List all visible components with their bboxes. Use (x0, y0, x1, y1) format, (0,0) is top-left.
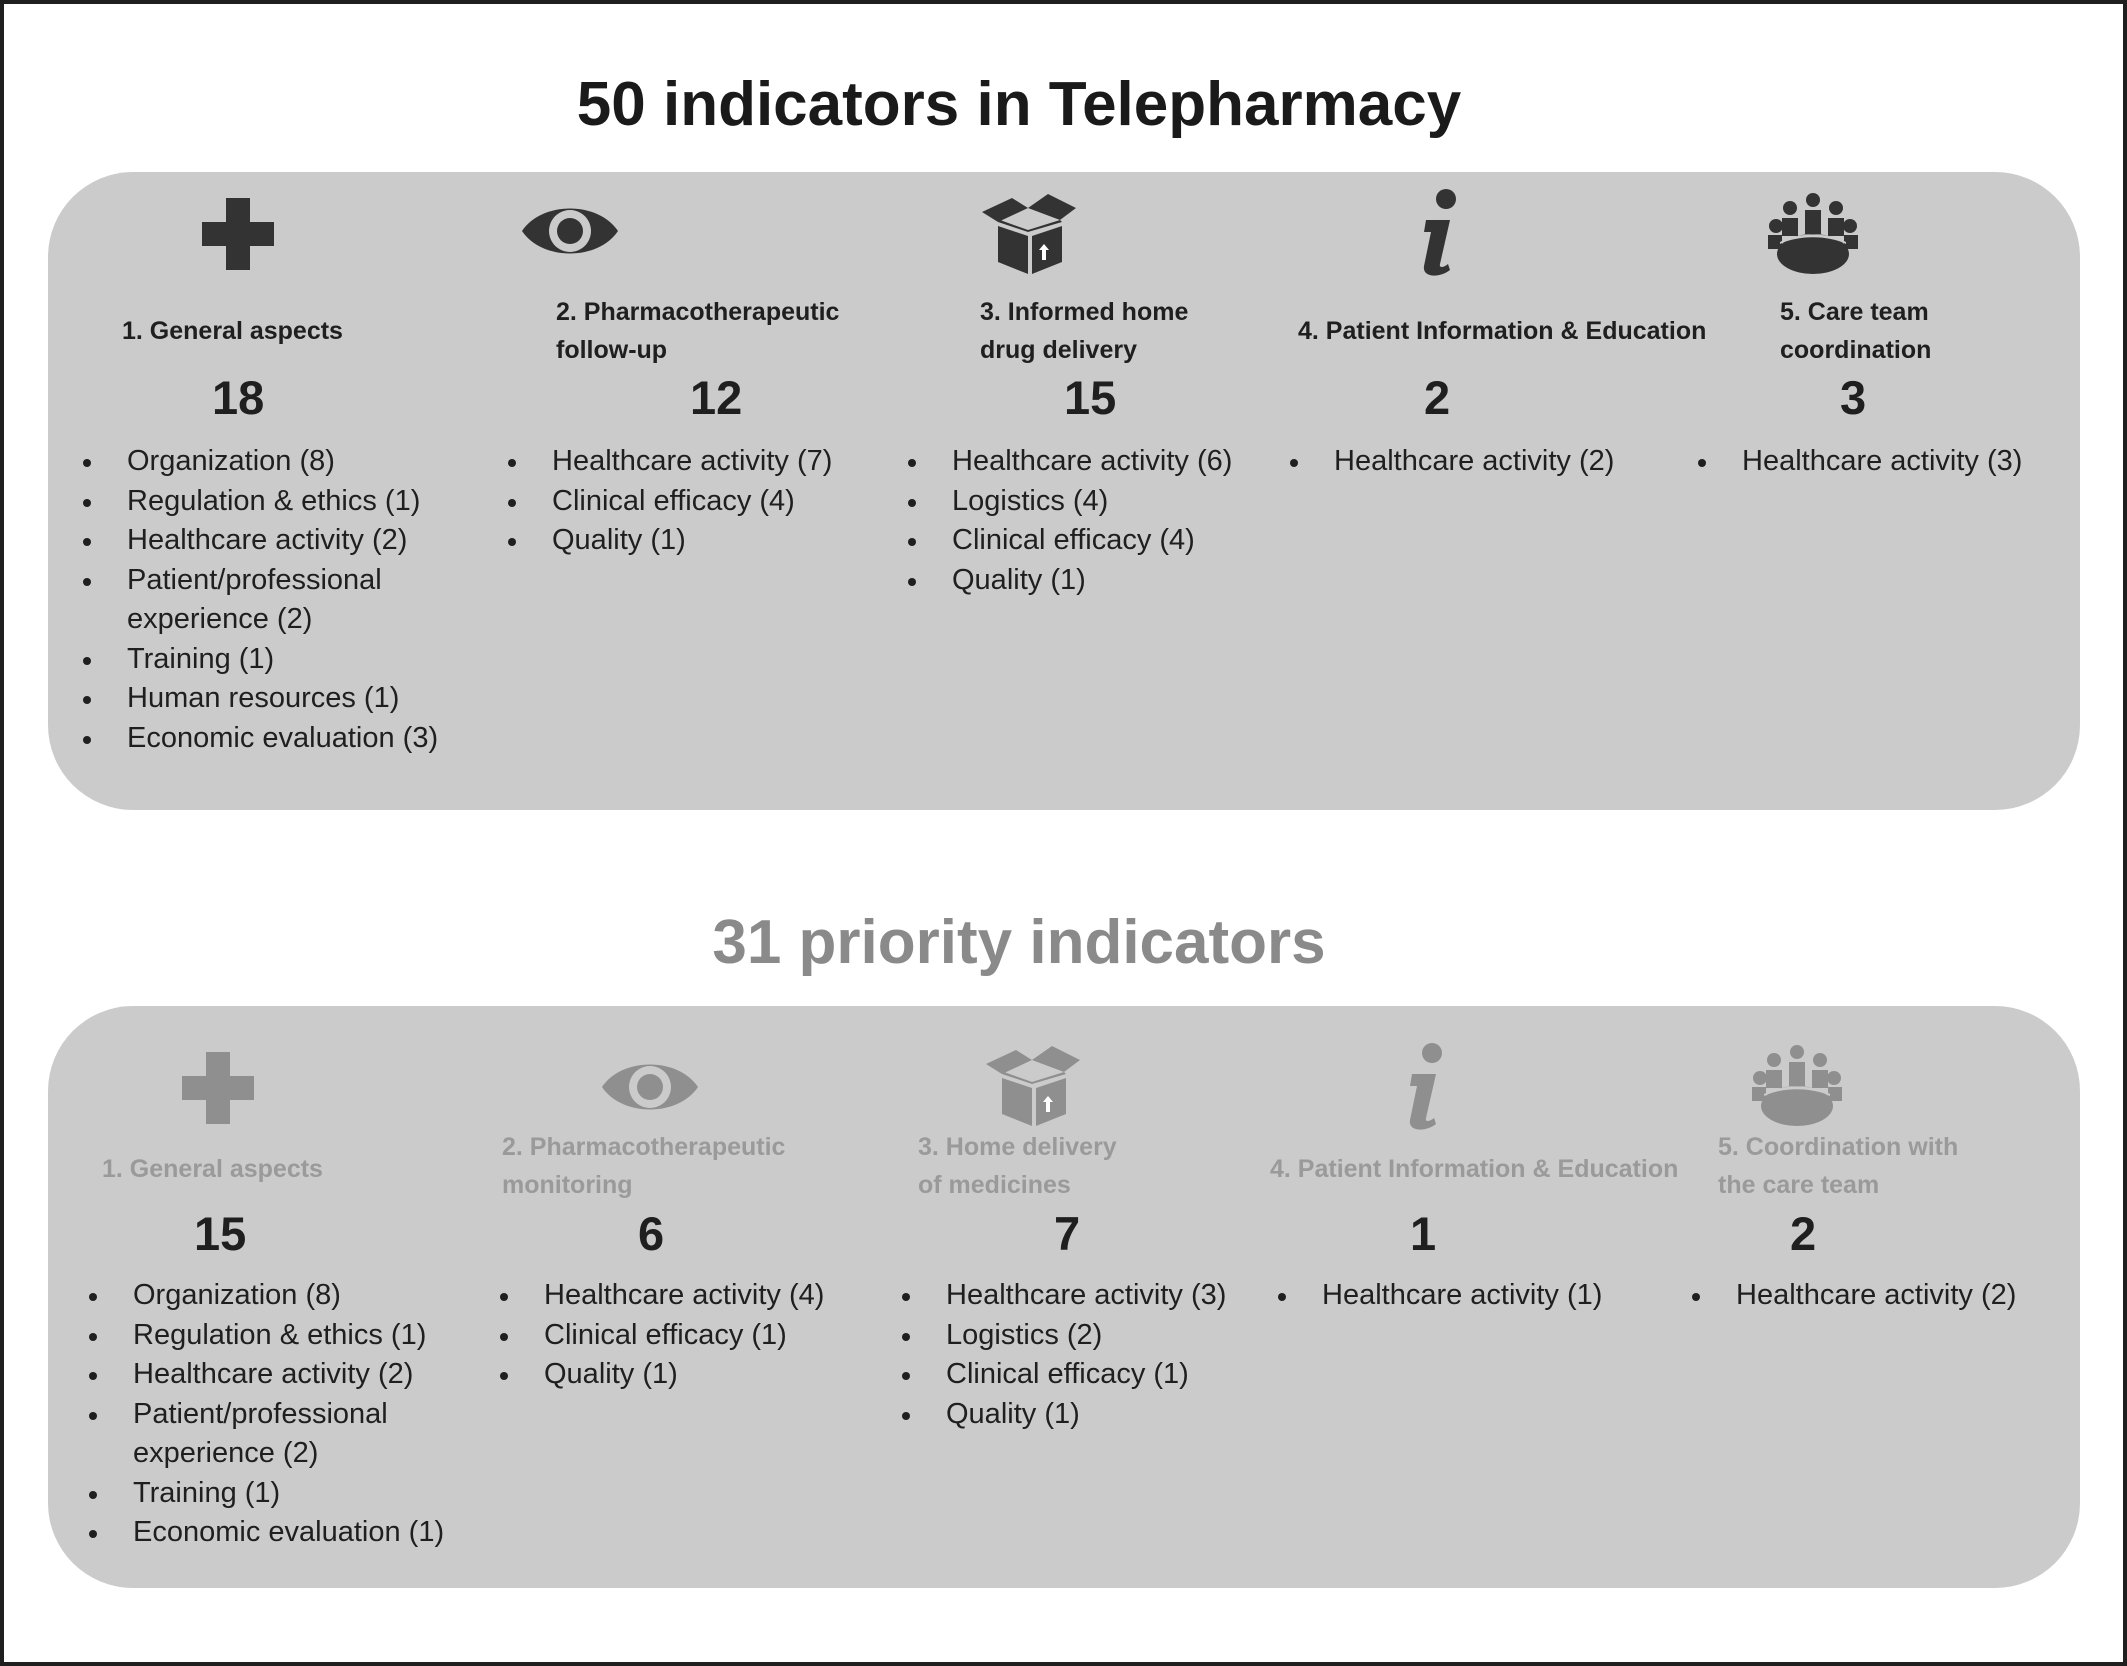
list-item: Organization (8) (83, 442, 483, 482)
list-item: Quality (1) (508, 521, 868, 561)
top-list-care-team: Healthcare activity (3) (1698, 442, 2078, 482)
bottom-column-care-team: 5. Coordination with the care team 2 Hea… (1668, 1006, 2078, 1588)
top-heading-patient-information: 4. Patient Information & Education (1298, 317, 1707, 345)
list-item: Patient/professional experience (2) (89, 1395, 423, 1474)
list-item: Regulation & ethics (1) (83, 482, 483, 522)
bottom-section-title: 31 priority indicators (712, 908, 1326, 977)
list-item: Training (1) (83, 640, 483, 680)
list-item: Healthcare activity (6) (908, 442, 1248, 482)
bottom-list-pharmacotherapeutic: Healthcare activity (4) Clinical efficac… (500, 1276, 860, 1395)
bottom-count-pharmacotherapeutic: 6 (638, 1207, 665, 1260)
list-item: Healthcare activity (2) (1692, 1276, 2072, 1316)
priority-indicators-panel: 1. General aspects 15 Organization (8) R… (48, 1006, 2080, 1588)
bottom-list-patient-information: Healthcare activity (1) (1278, 1276, 1658, 1316)
bottom-heading-care-team: 5. Coordination with the care team (1718, 1133, 1959, 1199)
information-icon (1409, 1043, 1442, 1130)
top-count-general-aspects: 18 (212, 371, 265, 424)
list-item: Healthcare activity (2) (89, 1355, 489, 1395)
team-meeting-icon (1752, 1045, 1842, 1126)
list-item: Clinical efficacy (1) (902, 1355, 1248, 1395)
list-item: Quality (1) (902, 1395, 1248, 1435)
list-item: Quality (1) (500, 1355, 860, 1395)
medical-cross-icon (182, 1052, 254, 1124)
top-list-pharmacotherapeutic: Healthcare activity (7) Clinical efficac… (508, 442, 868, 561)
list-item: Healthcare activity (4) (500, 1276, 860, 1316)
bottom-column-home-delivery: 3. Home delivery of medicines 7 Healthca… (868, 1006, 1248, 1588)
list-item: Training (1) (89, 1474, 489, 1514)
top-heading-pharmacotherapeutic: 2. Pharmacotherapeutic follow-up (556, 298, 840, 364)
top-count-care-team: 3 (1840, 371, 1867, 424)
list-item: Healthcare activity (3) (1698, 442, 2078, 482)
list-item: Organization (8) (89, 1276, 489, 1316)
list-item: Quality (1) (908, 561, 1248, 601)
list-item: Healthcare activity (7) (508, 442, 868, 482)
top-list-patient-information: Healthcare activity (2) (1290, 442, 1660, 482)
top-heading-care-team: 5. Care team coordination (1780, 298, 1932, 364)
top-column-care-team: 5. Care team coordination 3 Healthcare a… (1668, 172, 2078, 810)
list-item: Logistics (2) (902, 1316, 1248, 1356)
top-column-home-drug-delivery: 3. Informed home drug delivery 15 Health… (868, 172, 1248, 810)
list-item: Clinical efficacy (4) (508, 482, 868, 522)
bottom-heading-patient-information: 4. Patient Information & Education (1270, 1155, 1679, 1183)
list-item: Healthcare activity (2) (1290, 442, 1660, 482)
information-icon (1423, 189, 1456, 276)
bottom-column-patient-information: 4. Patient Information & Education 1 Hea… (1248, 1006, 1678, 1588)
bottom-count-general-aspects: 15 (194, 1207, 247, 1260)
eye-icon (602, 1064, 698, 1110)
bottom-heading-home-delivery: 3. Home delivery of medicines (918, 1133, 1117, 1199)
top-list-home-drug-delivery: Healthcare activity (6) Logistics (4) Cl… (908, 442, 1248, 600)
top-section-title: 50 indicators in Telepharmacy (576, 70, 1462, 139)
bottom-heading-general-aspects: 1. General aspects (102, 1155, 323, 1183)
open-box-icon (982, 194, 1076, 274)
top-column-patient-information: 4. Patient Information & Education 2 Hea… (1248, 172, 1706, 810)
list-item: Logistics (4) (908, 482, 1248, 522)
eye-icon (522, 208, 618, 254)
team-meeting-icon (1768, 193, 1858, 274)
bottom-count-care-team: 2 (1790, 1207, 1817, 1260)
bottom-column-pharmacotherapeutic: 2. Pharmacotherapeutic monitoring 6 Heal… (478, 1006, 868, 1588)
top-heading-general-aspects: 1. General aspects (122, 317, 343, 345)
list-item: Economic evaluation (1) (89, 1513, 489, 1553)
list-item: Economic evaluation (3) (83, 719, 483, 759)
list-item: Healthcare activity (2) (83, 521, 483, 561)
top-count-patient-information: 2 (1424, 371, 1451, 424)
bottom-list-care-team: Healthcare activity (2) (1692, 1276, 2072, 1316)
list-item: Healthcare activity (1) (1278, 1276, 1658, 1316)
list-item: Clinical efficacy (1) (500, 1316, 860, 1356)
list-item: Patient/professional experience (2) (83, 561, 417, 640)
bottom-list-home-delivery: Healthcare activity (3) Logistics (2) Cl… (902, 1276, 1248, 1434)
top-count-home-drug-delivery: 15 (1064, 371, 1117, 424)
bottom-list-general-aspects: Organization (8) Regulation & ethics (1)… (89, 1276, 489, 1553)
bottom-count-home-delivery: 7 (1054, 1207, 1081, 1260)
bottom-heading-pharmacotherapeutic: 2. Pharmacotherapeutic monitoring (502, 1133, 786, 1199)
bottom-column-general-aspects: 1. General aspects 15 Organization (8) R… (48, 1006, 478, 1588)
bottom-count-patient-information: 1 (1410, 1207, 1437, 1260)
top-column-general-aspects: 1. General aspects 18 Organization (8) R… (48, 172, 478, 810)
top-column-pharmacotherapeutic: 2. Pharmacotherapeutic follow-up 12 Heal… (478, 172, 868, 810)
list-item: Clinical efficacy (4) (908, 521, 1248, 561)
list-item: Human resources (1) (83, 679, 483, 719)
top-count-pharmacotherapeutic: 12 (690, 371, 743, 424)
open-box-icon (986, 1046, 1080, 1126)
list-item: Regulation & ethics (1) (89, 1316, 489, 1356)
top-heading-home-drug-delivery: 3. Informed home drug delivery (980, 298, 1189, 364)
list-item: Healthcare activity (3) (902, 1276, 1248, 1316)
top-indicators-panel: 1. General aspects 18 Organization (8) R… (48, 172, 2080, 810)
top-list-general-aspects: Organization (8) Regulation & ethics (1)… (83, 442, 483, 758)
medical-cross-icon (202, 198, 274, 270)
